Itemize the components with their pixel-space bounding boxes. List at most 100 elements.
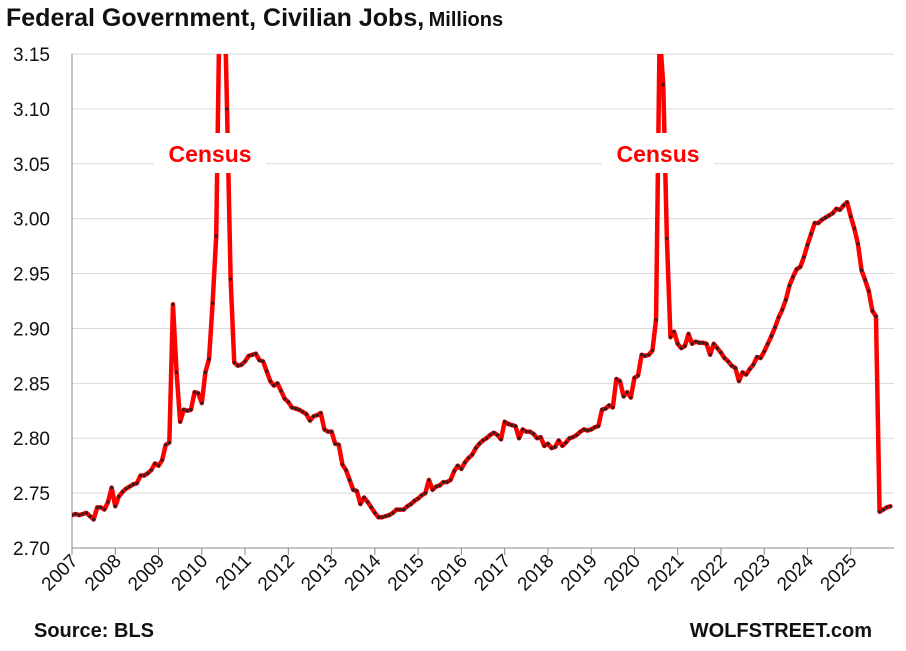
x-tick-label: 2016 xyxy=(427,551,472,596)
data-point xyxy=(153,461,157,466)
data-point xyxy=(146,471,150,476)
data-point xyxy=(394,507,399,512)
data-point xyxy=(214,234,218,238)
data-point xyxy=(254,351,258,356)
data-point xyxy=(564,440,568,445)
chart-title: Federal Government, Civilian Jobs, Milli… xyxy=(6,4,503,33)
data-point xyxy=(751,362,756,367)
data-point xyxy=(719,350,723,355)
data-point xyxy=(647,353,651,357)
data-point xyxy=(665,236,669,241)
data-point xyxy=(304,412,309,416)
data-point xyxy=(744,372,748,377)
x-tick-label: 2025 xyxy=(817,551,862,596)
data-point xyxy=(272,383,276,388)
data-point xyxy=(560,444,565,448)
data-point xyxy=(708,353,712,357)
y-tick-label: 2.80 xyxy=(13,429,50,450)
y-tick-label: 3.00 xyxy=(13,210,50,231)
data-point xyxy=(459,467,464,471)
data-point xyxy=(614,377,619,381)
x-tick-label: 2017 xyxy=(470,551,515,596)
data-point xyxy=(510,423,514,427)
annotation-box xyxy=(602,133,714,173)
data-point xyxy=(319,411,323,415)
data-point xyxy=(852,226,857,231)
data-point xyxy=(192,390,197,394)
data-point xyxy=(513,424,518,428)
data-point xyxy=(448,478,453,482)
data-point xyxy=(506,422,510,426)
data-point xyxy=(185,409,190,413)
data-point xyxy=(712,342,716,346)
data-point xyxy=(445,480,449,484)
data-point xyxy=(376,515,381,519)
data-point xyxy=(423,491,428,495)
data-point xyxy=(481,438,485,443)
data-point xyxy=(582,427,586,432)
data-point xyxy=(758,356,763,360)
data-point xyxy=(91,517,96,522)
data-point xyxy=(308,418,312,423)
data-point xyxy=(351,488,355,492)
data-point xyxy=(72,513,74,517)
data-point xyxy=(430,488,435,492)
data-point xyxy=(333,442,337,446)
data-point xyxy=(495,433,500,437)
data-point xyxy=(77,513,81,517)
data-point xyxy=(658,30,661,33)
data-point xyxy=(117,494,121,499)
data-point xyxy=(340,462,345,467)
data-point xyxy=(362,495,366,500)
data-point xyxy=(567,436,572,440)
data-point xyxy=(182,407,186,412)
data-point xyxy=(766,342,770,346)
data-point xyxy=(531,432,536,436)
data-point xyxy=(823,215,828,220)
data-point xyxy=(246,354,251,358)
data-point xyxy=(127,484,132,489)
y-tick-label: 2.90 xyxy=(13,319,50,340)
data-point xyxy=(456,463,460,468)
data-point xyxy=(261,359,265,364)
data-point xyxy=(885,505,889,510)
data-point xyxy=(593,425,597,429)
x-tick-label: 2008 xyxy=(81,551,126,596)
data-point xyxy=(225,107,229,111)
data-point xyxy=(301,410,305,414)
data-point xyxy=(668,335,673,339)
data-point xyxy=(502,420,507,424)
brand-watermark: WOLFSTREET.com xyxy=(689,620,872,642)
data-point xyxy=(784,298,788,302)
data-point xyxy=(636,373,640,378)
data-point xyxy=(856,242,860,246)
data-point xyxy=(196,391,200,395)
data-point xyxy=(322,427,327,432)
data-point xyxy=(477,442,482,446)
data-point xyxy=(358,502,363,506)
data-point xyxy=(838,208,842,212)
data-point xyxy=(549,446,554,450)
title-unit: Millions xyxy=(428,9,504,31)
data-point xyxy=(603,406,608,411)
data-point xyxy=(621,394,626,399)
x-tick-label: 2020 xyxy=(600,551,645,596)
data-point xyxy=(398,507,402,512)
data-point xyxy=(283,397,287,401)
data-point xyxy=(650,348,655,353)
data-point xyxy=(286,400,291,404)
data-point xyxy=(859,268,864,272)
data-point xyxy=(474,446,478,450)
data-point xyxy=(466,456,471,460)
data-point xyxy=(275,381,280,386)
data-point xyxy=(236,364,240,368)
data-point xyxy=(383,514,388,518)
data-point xyxy=(210,301,215,305)
data-point xyxy=(520,427,525,432)
data-point xyxy=(149,468,154,472)
data-point xyxy=(888,504,893,508)
data-point xyxy=(867,289,871,293)
data-point xyxy=(142,473,146,478)
data-point xyxy=(412,499,417,503)
data-point xyxy=(279,389,283,393)
